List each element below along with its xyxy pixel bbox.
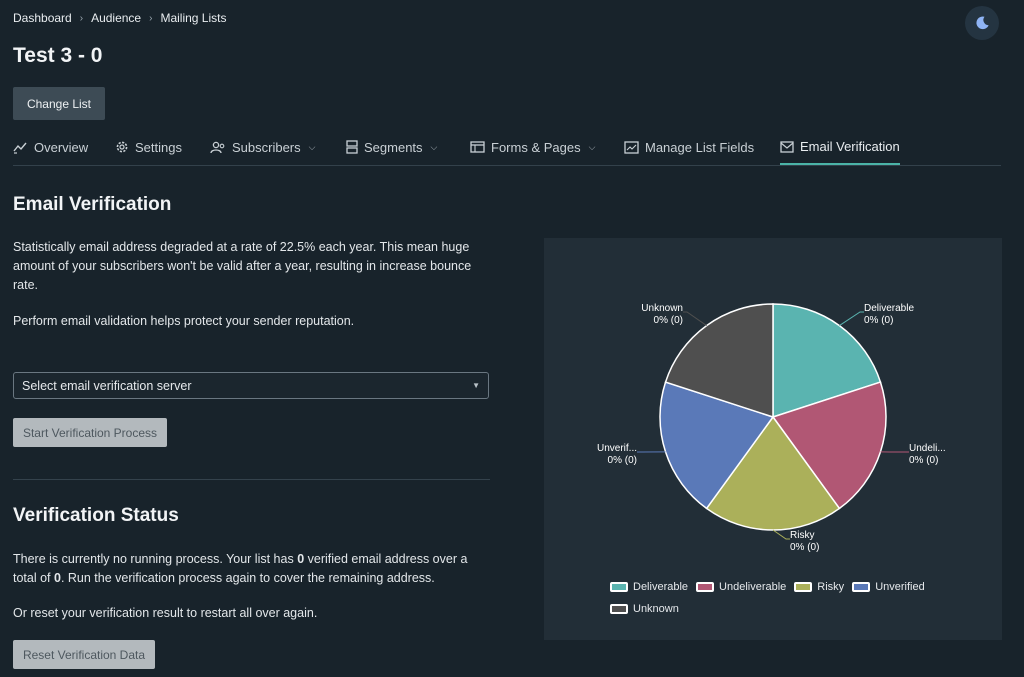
chevron-down-icon: ⌵ xyxy=(430,141,438,152)
pie-slice-unverified[interactable] xyxy=(659,381,775,510)
legend-item-risky[interactable]: Risky xyxy=(794,579,844,595)
chevron-down-icon: ⌵ xyxy=(588,141,596,152)
users-icon xyxy=(210,141,225,153)
legend-item-deliverable[interactable]: Deliverable xyxy=(610,579,688,595)
tab-bar: Overview Settings Subscribers ⌵ Segments… xyxy=(13,130,1001,166)
moon-icon xyxy=(976,16,989,30)
legend-label: Risky xyxy=(817,581,845,593)
tab-label: Subscribers xyxy=(232,139,301,155)
data-label-value: 0% (0) xyxy=(654,315,683,326)
legend-item-unverified[interactable]: Unverified xyxy=(852,579,925,595)
chevron-down-icon: ⌵ xyxy=(308,141,316,152)
pie-slice-deliverable[interactable] xyxy=(772,303,882,419)
legend-item-unknown[interactable]: Unknown xyxy=(610,601,679,617)
theme-toggle-button[interactable] xyxy=(965,6,999,40)
activity-icon xyxy=(13,142,27,154)
data-label-value: 0% (0) xyxy=(864,315,893,326)
legend-swatch xyxy=(696,582,715,592)
legend-label: Unverified xyxy=(875,581,925,593)
data-label-name: Risky xyxy=(790,530,814,541)
tab-overview[interactable]: Overview xyxy=(13,130,88,164)
chart-legend: Deliverable Undeliverable Risky Unverified U… xyxy=(610,579,970,617)
tab-subscribers[interactable]: Subscribers ⌵ xyxy=(210,130,315,164)
data-label-value: 0% (0) xyxy=(608,455,637,466)
legend-swatch xyxy=(794,582,813,592)
data-label-leader-line xyxy=(772,529,790,540)
breadcrumb-audience[interactable]: Audience xyxy=(91,11,142,25)
legend-label: Deliverable xyxy=(633,581,689,593)
gear-icon xyxy=(116,141,128,153)
legend-swatch xyxy=(610,582,628,592)
data-label-name: Deliverable xyxy=(864,303,914,314)
reset-verification-button[interactable]: Reset Verification Data xyxy=(13,640,155,669)
legend-item-undeliverable[interactable]: Undeliverable xyxy=(696,579,786,595)
caret-down-icon: ▼ xyxy=(472,381,480,390)
forms-icon xyxy=(470,141,485,153)
reset-note-text: Or reset your verification result to res… xyxy=(13,606,318,620)
total-count: 0 xyxy=(54,571,61,585)
section-divider xyxy=(13,479,490,480)
verification-server-select[interactable]: Select email verification server ▼ xyxy=(13,372,489,399)
status-text-part: There is currently no running process. Y… xyxy=(13,552,298,566)
segments-icon xyxy=(346,140,358,154)
tab-label: Manage List Fields xyxy=(645,139,755,155)
legend-swatch xyxy=(610,604,628,614)
pie-slice-risky[interactable] xyxy=(705,415,841,531)
data-label-value: 0% (0) xyxy=(909,455,938,466)
data-label-name: Unverif... xyxy=(597,443,637,454)
status-text: There is currently no running process. Y… xyxy=(13,550,491,588)
status-text-part: verified email address over a total of xyxy=(13,552,468,585)
tab-manage-list-fields[interactable]: Manage List Fields xyxy=(624,130,754,164)
tab-segments[interactable]: Segments ⌵ xyxy=(346,130,437,164)
verification-status-heading: Verification Status xyxy=(13,505,179,526)
data-label-leader-line xyxy=(683,311,707,326)
start-verification-button[interactable]: Start Verification Process xyxy=(13,418,167,447)
breadcrumb-separator-icon: › xyxy=(149,12,153,24)
pie-slice-unknown[interactable] xyxy=(664,303,774,419)
email-verification-heading: Email Verification xyxy=(13,194,172,215)
envelope-icon xyxy=(780,140,794,153)
legend-swatch xyxy=(852,582,871,592)
list-fields-icon xyxy=(624,140,639,154)
tab-label: Forms & Pages xyxy=(491,139,581,155)
breadcrumb-mailing-lists[interactable]: Mailing Lists xyxy=(160,11,227,25)
verified-count: 0 xyxy=(297,552,305,566)
pie-slice-undeliverable[interactable] xyxy=(771,381,887,510)
sender-reputation-text: Perform email validation helps protect y… xyxy=(13,314,355,328)
data-label-value: 0% (0) xyxy=(790,542,819,553)
tab-email-verification[interactable]: Email Verification xyxy=(780,130,900,165)
verification-intro-text: Statistically email address degraded at … xyxy=(13,240,472,292)
page-title: Test 3 - 0 xyxy=(13,44,103,67)
data-label-leader-line xyxy=(839,311,864,326)
tab-settings[interactable]: Settings xyxy=(115,130,182,164)
tab-label: Segments xyxy=(364,139,423,155)
breadcrumb-dashboard[interactable]: Dashboard xyxy=(13,11,72,25)
select-value: Select email verification server xyxy=(22,378,192,393)
verification-chart-panel: Deliverable 0% (0) Undeli... 0% (0) Risky 0% … xyxy=(544,238,1002,640)
tab-label: Overview xyxy=(34,139,89,155)
breadcrumb-separator-icon: › xyxy=(79,12,84,24)
status-text-part: . Run the verification process again to … xyxy=(60,571,435,585)
change-list-button[interactable]: Change List xyxy=(13,87,105,120)
data-label-name: Unknown xyxy=(641,303,683,314)
legend-label: Unknown xyxy=(633,603,679,615)
tab-label: Email Verification xyxy=(800,139,900,154)
legend-label: Undeliverable xyxy=(719,581,787,593)
data-label-name: Undeli... xyxy=(909,443,946,454)
tab-forms-pages[interactable]: Forms & Pages ⌵ xyxy=(470,130,595,164)
breadcrumb: Dashboard › Audience › Mailing Lists xyxy=(13,11,226,25)
tab-label: Settings xyxy=(135,139,182,155)
